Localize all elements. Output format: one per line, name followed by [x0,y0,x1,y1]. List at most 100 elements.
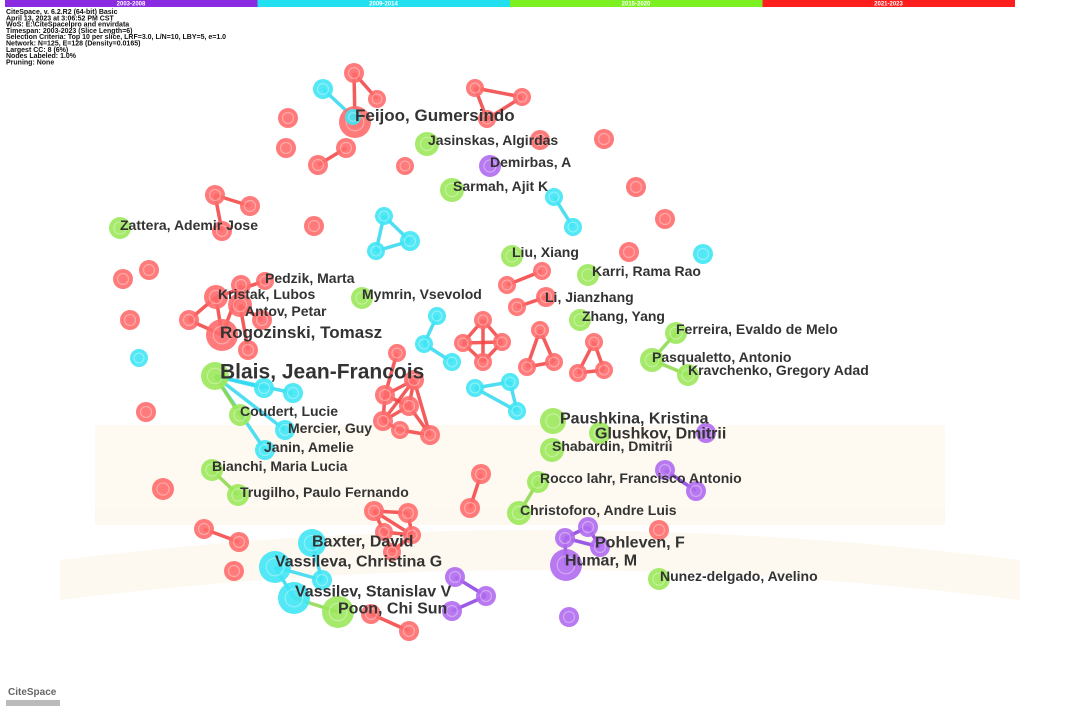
node [238,340,258,360]
node-label: Feijoo, Gumersindo [355,106,515,125]
node [240,196,260,216]
node [345,109,361,125]
node-ring [598,364,610,376]
node [665,322,687,344]
node [559,607,579,627]
node-ring [257,381,271,395]
node-label: Kravchenko, Gregory Adad [688,362,869,378]
node-ring [391,347,403,359]
node [445,567,465,587]
node-ring [511,505,527,521]
node-ring [339,141,353,155]
node-label: Kristak, Lubos [218,286,315,302]
node [204,285,228,309]
node [375,207,393,225]
node-ring [548,356,560,368]
node-ring [652,523,666,537]
node [283,383,303,403]
node-ring [481,113,493,125]
node [649,520,669,540]
node [276,138,296,158]
node [518,358,536,376]
node-label: Rogozinski, Tomasz [220,323,382,342]
node [312,570,332,590]
node [471,464,491,484]
node-ring [197,522,211,536]
node-ring [699,426,713,440]
node-label: Antov, Petar [245,303,327,319]
header-line: Largest CC: 8 (6%) [6,47,68,54]
node-label: Ferreira, Evaldo de Melo [676,321,838,337]
node-ring [378,210,390,222]
node-label: Mymrin, Vsevolod [362,286,482,302]
node-ring [469,382,481,394]
node-ring [544,442,560,458]
node [619,242,639,262]
node-ring [536,265,548,277]
node-ring [545,413,561,429]
node-ring [286,386,300,400]
node-ring [378,388,392,402]
node-ring [208,188,222,202]
node-ring [418,338,430,350]
node-ring [315,573,329,587]
header-line: Nodes Labeled: 1.0% [6,53,77,60]
node-label: Baxter, David [312,534,413,551]
node-label: Li, Jianzhang [545,289,634,305]
header-info: CiteSpace, v. 6.2.R2 (64-bit) BasicApril… [6,9,226,66]
node [404,370,424,390]
node-ring [474,467,488,481]
node [275,420,295,440]
node-ring [588,336,600,348]
timeline-slice [257,0,510,7]
node-label: Zhang, Yang [582,308,665,324]
timeline-slice [510,0,763,7]
node [368,90,386,108]
node-ring [658,212,672,226]
node-ring [348,111,359,122]
node-ring [629,180,643,194]
node [454,334,472,352]
node-ring [622,245,636,259]
node [696,423,716,443]
node-ring [233,408,247,422]
node [693,244,713,264]
node [375,385,395,405]
node [415,132,439,156]
node-ring [572,367,584,379]
node-ring [401,506,415,520]
node-ring [241,343,255,357]
logo: CiteSpace [6,687,60,706]
node [555,528,575,548]
node-label: Vassileva, Christina G [275,554,442,571]
node [655,460,675,480]
node [527,471,549,493]
node-ring [279,141,293,155]
node-ring [531,475,545,489]
node-label: Pedzik, Marta [265,270,355,286]
node-ring [212,325,232,345]
node-ring [243,199,257,213]
node-ring [548,191,560,203]
node-ring [539,290,553,304]
node-label: Zattera, Ademir Jose [120,217,258,233]
node [373,411,393,431]
node [493,333,511,351]
node-ring [469,82,481,94]
nodes [109,63,716,641]
node-ring [232,297,248,313]
node [206,319,238,351]
node [577,264,599,286]
node-ring [516,91,528,103]
node-ring [477,356,489,368]
node-label: Janin, Amelie [264,439,354,455]
node-ring [419,136,435,152]
node [259,551,291,583]
node-ring [556,555,576,575]
node [227,484,249,506]
node-ring [113,221,127,235]
node-ring [234,278,248,292]
logo-text: CiteSpace [8,687,57,698]
node-label: Trugilho, Paulo Fernando [240,484,409,500]
